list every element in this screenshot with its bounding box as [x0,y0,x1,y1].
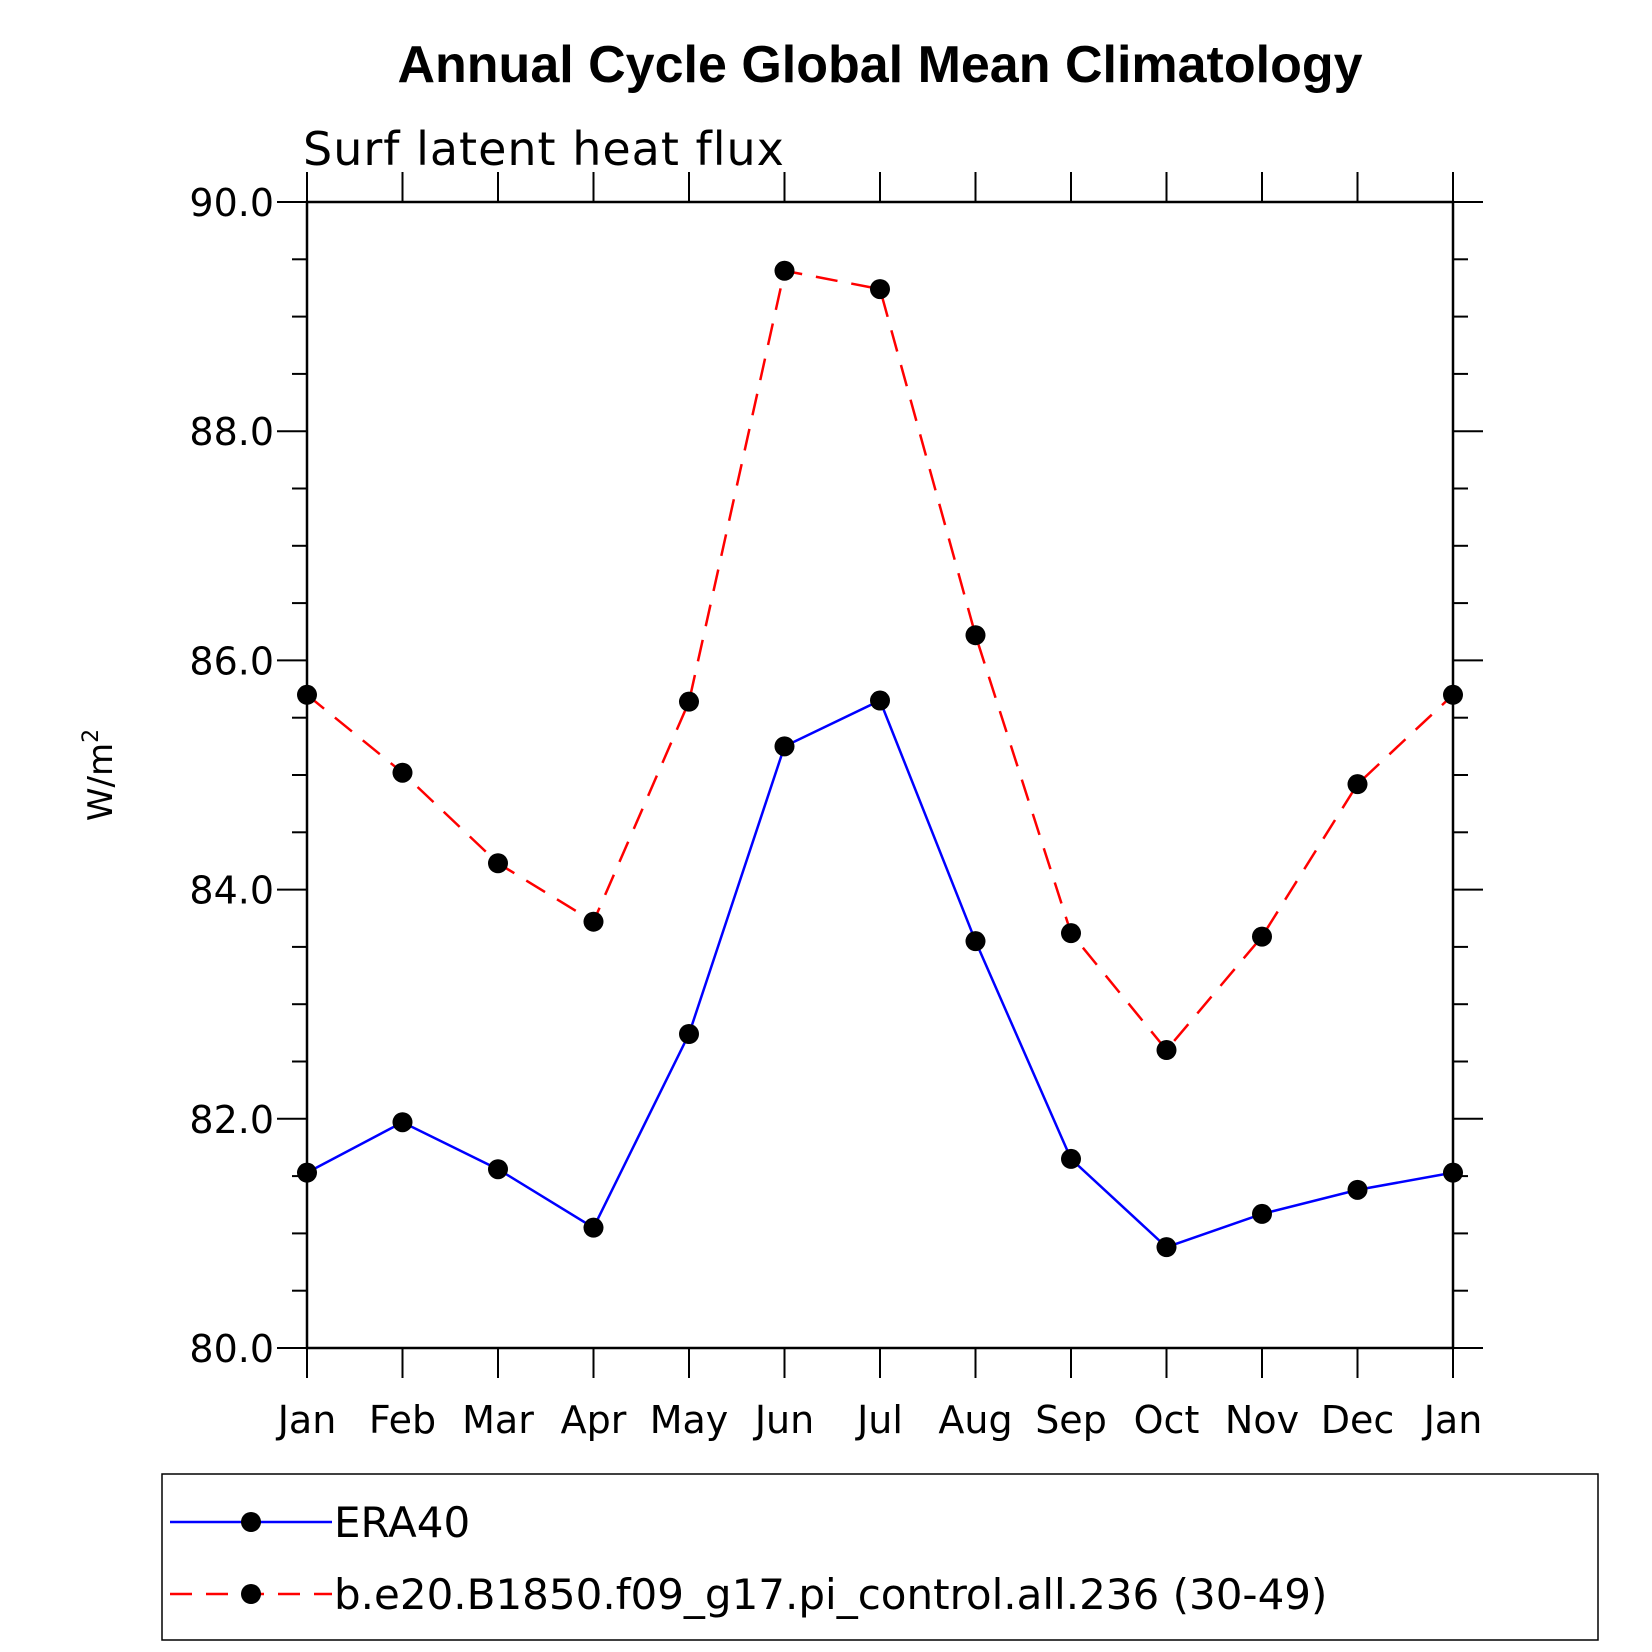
data-point [1156,1040,1177,1061]
legend-marker-era40 [241,1512,261,1532]
data-point [679,691,699,712]
legend-label-era40: ERA40 [334,1498,470,1547]
data-point [965,625,986,646]
data-point [1252,1203,1272,1224]
data-point [297,684,317,705]
y-axis-label-text: W/m [81,743,121,821]
x-tick-label: Nov [1225,1398,1299,1442]
data-point [1156,1237,1177,1258]
data-point [583,1217,604,1238]
y-axis-label-superscript: 2 [79,729,104,743]
legend-label-model: b.e20.B1850.f09_g17.pi_control.all.236 (… [334,1570,1327,1619]
x-tick-label: Dec [1321,1398,1395,1442]
data-point [392,1112,413,1133]
series-line [306,269,1454,1052]
y-tick-label: 90.0 [189,181,274,225]
x-tick-label: Apr [561,1398,627,1442]
y-tick-label: 82.0 [189,1098,274,1142]
x-tick-label: Jan [276,1398,337,1442]
data-point [583,911,604,932]
data-point [1252,926,1272,947]
data-point [1347,1179,1368,1200]
series-1 [297,260,1463,1061]
x-tick-label: Feb [369,1398,436,1442]
plot-border [305,200,1455,1350]
data-point [1443,684,1463,705]
svg-text:W/m2: W/m2 [79,729,121,821]
data-point [1061,923,1081,944]
x-tick-label: May [650,1398,729,1442]
y-tick-label: 86.0 [189,639,274,683]
data-point [679,1023,699,1044]
y-tick-label: 88.0 [189,410,274,454]
x-axis: Jan Feb Mar Apr May Jun Jul Aug Sep Oct Nov Dec Jan [276,172,1483,1442]
data-point [965,931,986,952]
series-line [306,698,1454,1249]
y-axis-label: W/m2 [79,729,121,821]
y-axis: 80.0 82.0 84.0 86.0 88.0 90.0 [189,181,1483,1371]
chart-title: Annual Cycle Global Mean Climatology [397,36,1362,94]
chart-subtitle: Surf latent heat flux [303,122,785,176]
data-point [774,736,795,757]
data-point [870,690,890,711]
data-point [392,762,413,783]
data-point [774,260,795,281]
legend-box [161,1473,1599,1641]
y-tick-label: 84.0 [189,869,274,913]
plot-frame [305,200,1455,1350]
legend-marker-model [241,1584,261,1604]
data-point [488,1159,508,1180]
data-point [1061,1148,1081,1169]
data-point [1347,774,1368,795]
x-tick-label: Jan [1422,1398,1483,1442]
x-tick-label: Jun [753,1398,814,1442]
x-tick-label: Mar [462,1398,534,1442]
y-tick-label: 80.0 [189,1327,274,1371]
x-tick-label: Jul [855,1398,903,1442]
series-0 [297,690,1463,1258]
x-tick-label: Aug [938,1398,1012,1442]
data-point [870,279,890,300]
data-point [1443,1162,1463,1183]
x-tick-label: Oct [1134,1398,1200,1442]
data-point [297,1162,317,1183]
x-tick-label: Sep [1035,1398,1107,1442]
series-layer [297,260,1463,1258]
data-point [488,853,508,874]
legend: ERA40 b.e20.B1850.f09_g17.pi_control.all… [161,1473,1599,1641]
